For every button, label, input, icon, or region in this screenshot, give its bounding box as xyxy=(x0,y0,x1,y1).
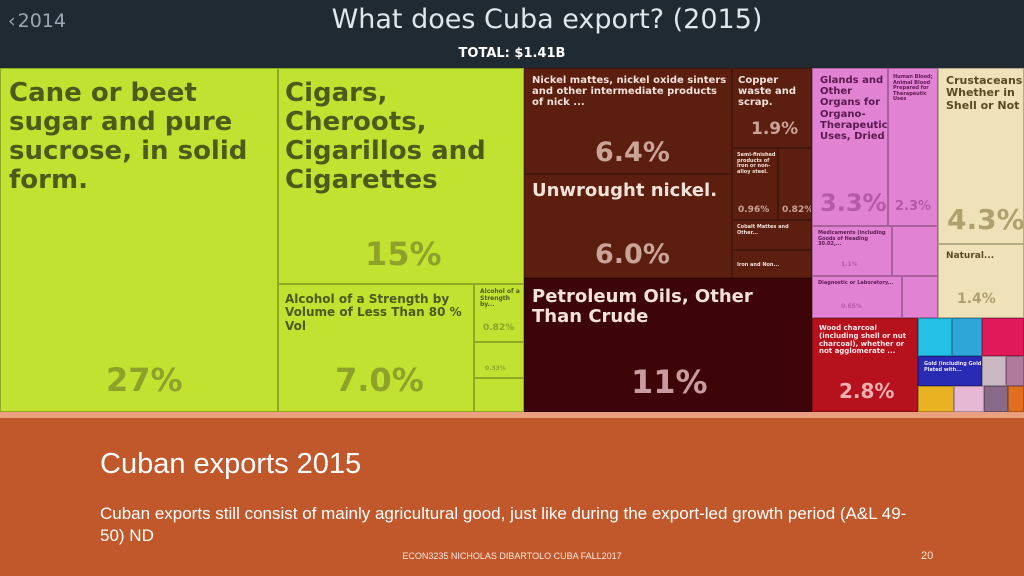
tile-minor[interactable] xyxy=(954,386,984,412)
tile-diagnostic-share: 0.65% xyxy=(841,303,862,310)
tile-minor[interactable] xyxy=(984,386,1008,412)
tile-minor-pink[interactable] xyxy=(902,276,938,318)
slide-footer: ECON3235 NICHOLAS DIBARTOLO CUBA FALL201… xyxy=(402,551,622,561)
tile-human-blood-share: 2.3% xyxy=(895,199,932,214)
slide-body: Cuban exports still consist of mainly ag… xyxy=(100,504,907,545)
tile-minor-brown-share: 0.82% xyxy=(782,205,812,215)
tile-glands-share: 3.3% xyxy=(820,189,887,217)
tile-semi-finished-share: 0.96% xyxy=(738,205,770,215)
tile-iron-label: Iron and Non... xyxy=(737,262,780,268)
tile-alcohol-strength-label: Alcohol of a Strength by... xyxy=(480,288,520,309)
tile-alcohol-label: Alcohol of a Strength by Volume of Less … xyxy=(285,292,462,333)
tile-wood-charcoal-share: 2.8% xyxy=(839,379,895,403)
tile-diagnostic[interactable]: Diagnostic or Laboratory... 0.65% xyxy=(812,276,902,318)
tile-glands[interactable]: Glands and Other Organs for Organo-Thera… xyxy=(812,68,888,226)
tile-minor[interactable] xyxy=(952,318,982,356)
tile-petroleum-share: 11% xyxy=(631,363,708,401)
tile-minor-brown[interactable]: 0.82% xyxy=(778,148,812,220)
tile-petroleum-label: Petroleum Oils, Other Than Crude xyxy=(532,286,753,328)
tile-cigars[interactable]: Cigars, Cheroots, Cigarillos and Cigaret… xyxy=(278,68,524,284)
tile-minor-green-share: 0.33% xyxy=(485,365,506,372)
tile-sugar[interactable]: Cane or beet sugar and pure sucrose, in … xyxy=(0,68,278,412)
tile-wood-charcoal-label: Wood charcoal (including shell or nut ch… xyxy=(819,324,907,356)
tile-unwrought-nickel[interactable]: Unwrought nickel. 6.0% xyxy=(524,174,732,278)
tile-human-blood[interactable]: Human Blood; Animal Blood Prepared for T… xyxy=(888,68,938,226)
tile-crustaceans[interactable]: Crustaceans, Whether in Shell or Not 4.3… xyxy=(938,68,1024,244)
tile-human-blood-label: Human Blood; Animal Blood Prepared for T… xyxy=(893,74,933,103)
chart-total: TOTAL: $1.41B xyxy=(458,46,566,61)
chart-title: What does Cuba export? (2015) xyxy=(331,4,763,35)
tile-alcohol-share: 7.0% xyxy=(335,361,424,399)
tile-minor[interactable] xyxy=(918,386,954,412)
tile-semi-finished-label: Semi-finished products of iron or non-al… xyxy=(737,152,776,175)
back-year-label: 2014 xyxy=(17,10,66,32)
page-number: 20 xyxy=(921,550,934,562)
tile-minor[interactable] xyxy=(918,318,952,356)
treemap-header: ‹ 2014 What does Cuba export? (2015) TOTA… xyxy=(0,0,1024,68)
tile-copper-label: Copper waste and scrap. xyxy=(738,75,797,109)
tile-minor[interactable] xyxy=(1008,386,1024,412)
tile-nickel-mattes[interactable]: Nickel mattes, nickel oxide sinters and … xyxy=(524,68,732,174)
tile-unwrought-nickel-label: Unwrought nickel. xyxy=(532,180,718,201)
tile-crustaceans-label: Crustaceans, Whether in Shell or Not xyxy=(946,74,1024,112)
tile-minor[interactable] xyxy=(1006,356,1024,386)
tile-iron[interactable]: Iron and Non... xyxy=(732,250,812,278)
tile-medicaments-label: Medicaments (including Goods of Heading … xyxy=(818,230,886,248)
tile-copper-share: 1.9% xyxy=(751,119,799,139)
tile-minor[interactable] xyxy=(982,318,1024,356)
tile-sugar-label: Cane or beet sugar and pure sucrose, in … xyxy=(9,78,248,196)
tile-minor[interactable] xyxy=(982,356,1006,386)
tile-natural[interactable]: Natural... 1.4% xyxy=(938,244,1024,318)
tile-gold-label: Gold (including Gold Plated with... xyxy=(924,361,982,373)
tile-petroleum[interactable]: Petroleum Oils, Other Than Crude 11% xyxy=(524,278,812,412)
tile-gold[interactable]: Gold (including Gold Plated with... xyxy=(918,356,982,386)
tile-cigars-share: 15% xyxy=(365,235,442,273)
tile-minor-green[interactable] xyxy=(474,378,524,412)
tile-alcohol-strength[interactable]: Alcohol of a Strength by... 0.82% xyxy=(474,284,524,342)
tile-semi-finished[interactable]: Semi-finished products of iron or non-al… xyxy=(732,148,778,220)
slide-title: Cuban exports 2015 xyxy=(100,448,362,480)
tile-unwrought-nickel-share: 6.0% xyxy=(595,239,670,270)
tile-cobalt-label: Cobalt Mattes and Other... xyxy=(737,224,789,236)
tile-medicaments-share: 1.1% xyxy=(841,261,858,268)
tile-cigars-label: Cigars, Cheroots, Cigarillos and Cigaret… xyxy=(285,78,486,196)
tile-sugar-share: 27% xyxy=(106,361,183,399)
tile-medicaments[interactable]: Medicaments (including Goods of Heading … xyxy=(812,226,892,276)
tile-glands-label: Glands and Other Organs for Organo-Thera… xyxy=(820,75,888,142)
back-to-year-link[interactable]: ‹ 2014 xyxy=(8,10,66,32)
tile-nickel-mattes-label: Nickel mattes, nickel oxide sinters and … xyxy=(532,75,727,109)
tile-minor-pink[interactable] xyxy=(892,226,938,276)
tile-alcohol[interactable]: Alcohol of a Strength by Volume of Less … xyxy=(278,284,474,412)
tile-cobalt[interactable]: Cobalt Mattes and Other... xyxy=(732,220,812,250)
tile-alcohol-strength-share: 0.82% xyxy=(483,323,515,333)
tile-minor-green[interactable]: 0.33% xyxy=(474,342,524,378)
tile-diagnostic-label: Diagnostic or Laboratory... xyxy=(818,280,894,286)
tile-wood-charcoal[interactable]: Wood charcoal (including shell or nut ch… xyxy=(812,318,918,412)
tile-nickel-mattes-share: 6.4% xyxy=(595,137,670,168)
tile-copper[interactable]: Copper waste and scrap. 1.9% xyxy=(732,68,812,148)
treemap: Cane or beet sugar and pure sucrose, in … xyxy=(0,68,1024,412)
tile-natural-label: Natural... xyxy=(946,251,995,261)
tile-natural-share: 1.4% xyxy=(957,291,996,307)
chevron-left-icon: ‹ xyxy=(8,10,16,32)
divider xyxy=(0,412,1024,418)
tile-crustaceans-share: 4.3% xyxy=(947,203,1024,236)
